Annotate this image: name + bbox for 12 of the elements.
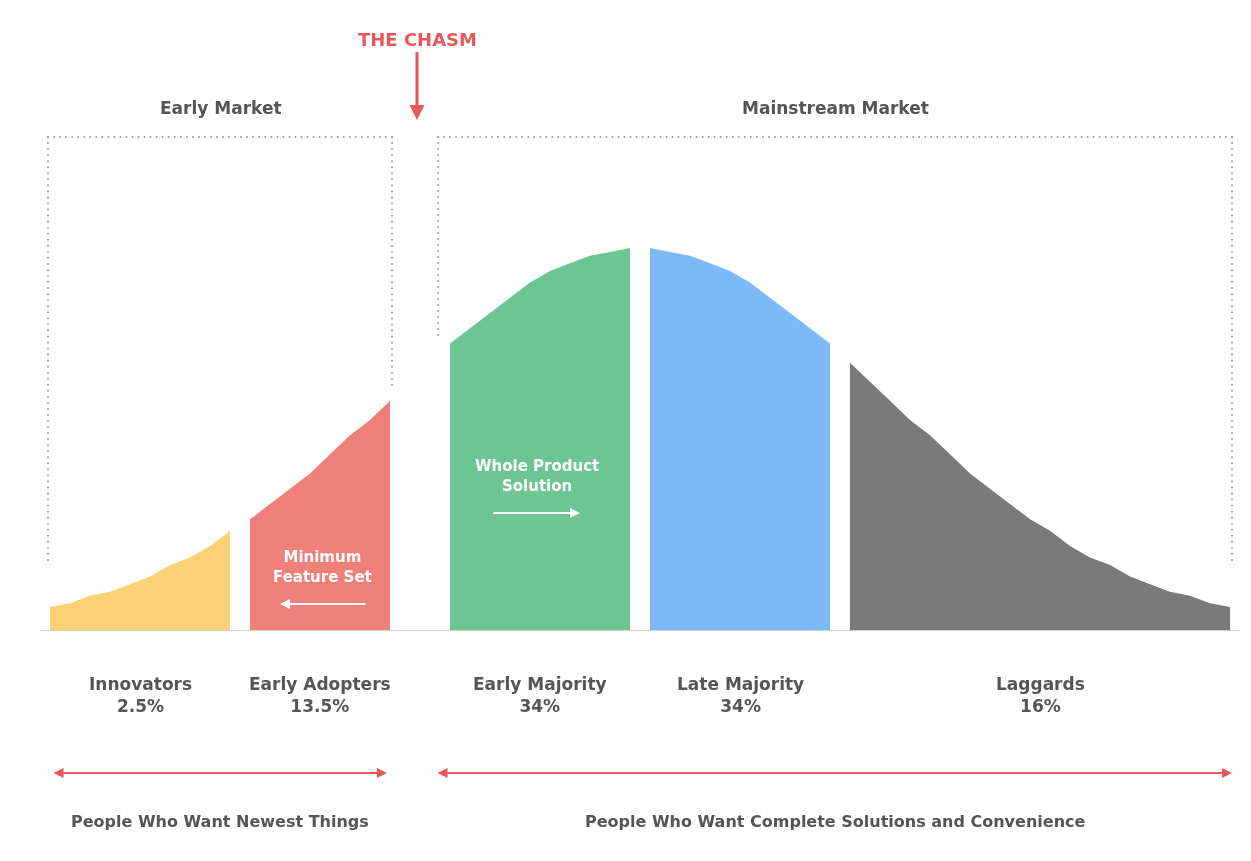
text: People Who Want Newest Things: [71, 812, 369, 831]
annotation: Minimum Feature Set: [273, 548, 372, 586]
text: Early Majority 34%: [473, 674, 607, 717]
text: Early Adopters 13.5%: [249, 674, 391, 717]
text: People Who Want Complete Solutions and Convenience: [585, 812, 1086, 831]
text: Laggards 16%: [996, 674, 1085, 717]
text: Late Majority 34%: [677, 674, 805, 717]
annotation: Whole Product Solution: [475, 457, 600, 495]
text: Early Market: [160, 98, 282, 118]
text: THE CHASM: [358, 29, 477, 50]
text: Innovators 2.5%: [89, 674, 193, 717]
text: Mainstream Market: [742, 98, 929, 118]
